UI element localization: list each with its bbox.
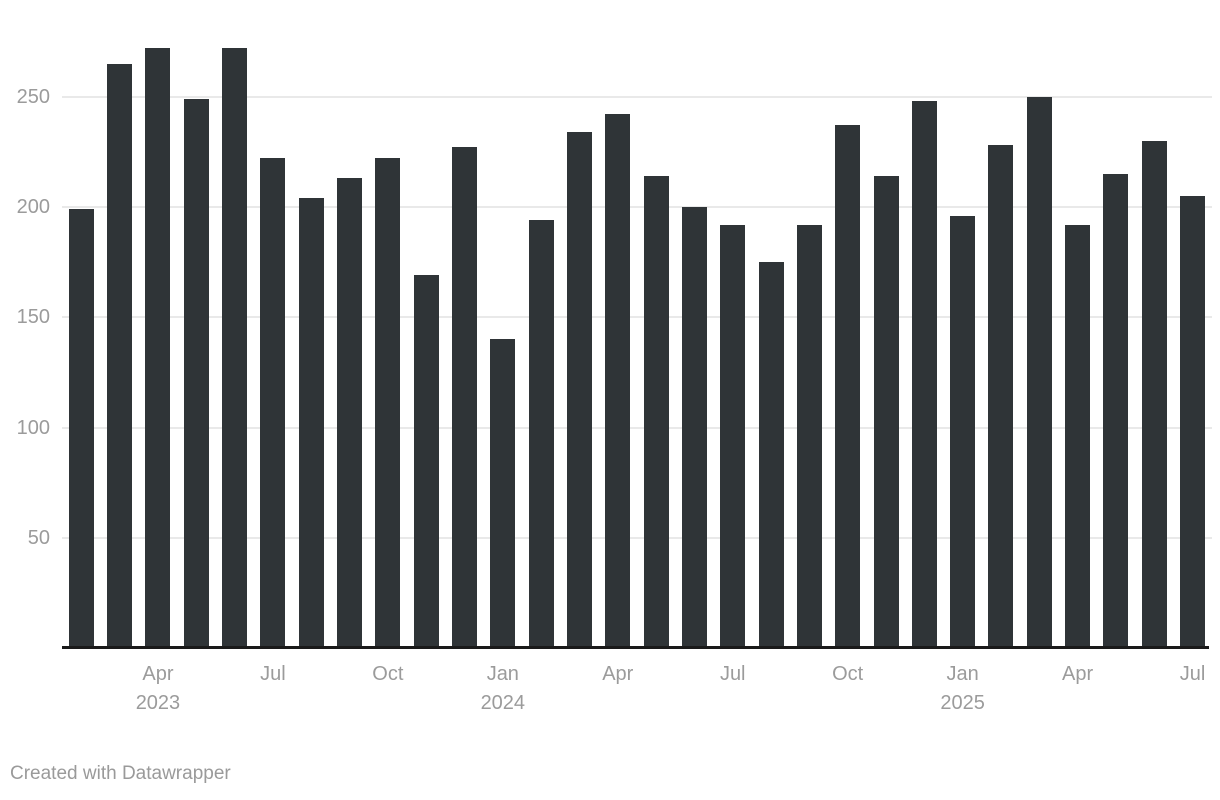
bar-mar-2024 (566, 132, 592, 648)
y-axis-tick-label: 250 (16, 85, 50, 108)
bar-nov-2024 (873, 176, 899, 648)
y-axis-tick-label: 50 (27, 526, 50, 549)
bar-jul-2023 (260, 158, 286, 648)
x-axis-month-label: Apr (602, 663, 634, 685)
x-axis-month-label: Jan (946, 663, 979, 685)
bar-oct-2023 (375, 158, 401, 648)
x-axis-year-label: 2023 (135, 692, 181, 714)
y-axis-tick-label: 100 (16, 416, 50, 439)
x-axis-year-label: 2025 (940, 692, 985, 714)
gridline-250 (62, 95, 1212, 98)
bar-oct-2024 (835, 125, 861, 648)
gridline-100 (62, 426, 1212, 429)
x-axis-year-label: 2024 (480, 692, 526, 714)
x-axis-month-label: Oct (832, 663, 864, 685)
bar-may-2023 (183, 98, 209, 648)
bar-jul-2024 (720, 224, 746, 648)
bar-feb-2024 (528, 220, 554, 648)
x-axis-tick-label: Jul (227, 660, 319, 689)
bar-jun-2024 (681, 207, 707, 648)
bar-mar-2025 (1026, 96, 1052, 648)
x-axis-line (62, 646, 1209, 649)
x-axis-tick-label: Jul (1147, 660, 1220, 689)
bar-apr-2024 (605, 114, 631, 648)
x-axis-tick-label: Oct (342, 660, 434, 689)
bar-dec-2024 (911, 101, 937, 648)
x-axis-month-label: Oct (372, 663, 404, 685)
bar-jun-2023 (222, 48, 248, 648)
bar-jan-2024 (490, 339, 516, 648)
bar-feb-2025 (988, 145, 1014, 648)
gridline-200 (62, 206, 1212, 208)
bar-mar-2023 (107, 63, 133, 648)
bar-sep-2024 (796, 224, 822, 648)
x-axis-tick-label: Apr (572, 660, 664, 689)
x-axis-month-label: Jul (260, 663, 286, 685)
x-axis-tick-label: Apr (1032, 660, 1124, 689)
datawrapper-attribution-link[interactable]: Created with Datawrapper (10, 763, 231, 784)
bar-chart-plot: 50 100 150 200 250 Apr 2023 Jul Oct Jan 2024 Apr Jul… (16, 48, 1220, 718)
y-axis-tick-label: 200 (16, 196, 50, 218)
bar-feb-2023 (68, 209, 94, 648)
x-axis-tick-label: Jul (687, 660, 779, 689)
bar-apr-2023 (145, 48, 171, 648)
gridline-50 (62, 536, 1212, 539)
bar-jul-2025 (1180, 195, 1206, 648)
x-axis-month-label: Jan (486, 663, 519, 685)
gridline-150 (62, 316, 1212, 319)
y-axis-tick-label: 150 (16, 306, 50, 329)
x-axis-tick-label: Jan 2025 (917, 660, 1009, 718)
x-axis-tick-label: Apr 2023 (112, 660, 204, 718)
x-axis-tick-label: Oct (802, 660, 894, 689)
bar-nov-2023 (413, 275, 439, 648)
x-axis-tick-label: Jan 2024 (457, 660, 549, 718)
x-axis-month-label: Jul (719, 663, 746, 685)
bar-aug-2023 (298, 198, 324, 648)
bar-may-2024 (643, 176, 669, 648)
bar-jun-2025 (1141, 140, 1167, 648)
bar-may-2025 (1103, 173, 1129, 648)
x-axis-month-label: Jul (1179, 663, 1206, 685)
bar-dec-2023 (452, 147, 477, 648)
bar-jan-2025 (950, 215, 976, 648)
bar-apr-2025 (1065, 224, 1091, 648)
bar-sep-2023 (337, 178, 363, 648)
x-axis-month-label: Apr (1062, 663, 1094, 685)
bar-aug-2024 (758, 262, 784, 648)
x-axis-month-label: Apr (142, 663, 174, 685)
